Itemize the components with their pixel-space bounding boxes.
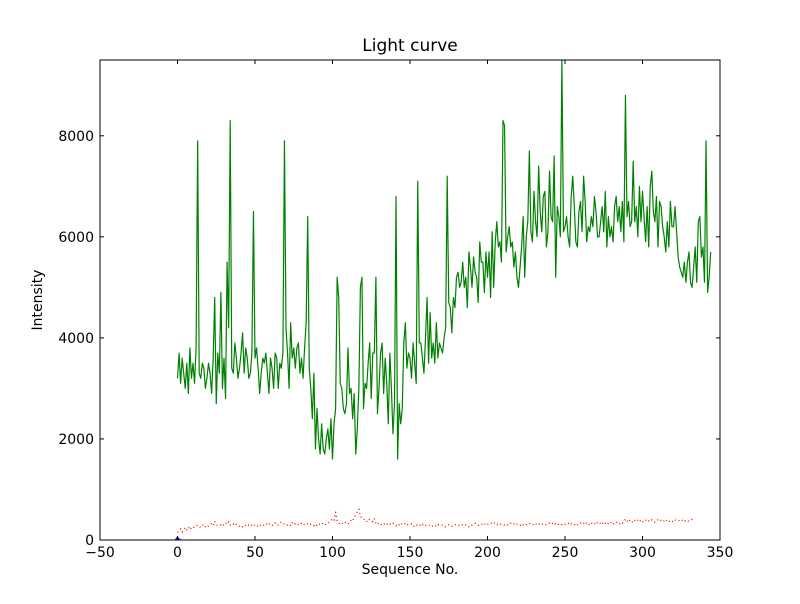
y-tick-label: 0 (85, 533, 94, 549)
x-tick-label: −50 (85, 545, 115, 561)
plot-frame (99, 59, 721, 541)
y-tick-label: 4000 (58, 331, 94, 347)
background-series-line (177, 508, 695, 533)
y-axis-label: Intensity (30, 269, 46, 331)
x-tick-label: 50 (246, 545, 264, 561)
x-tick-label: 300 (629, 545, 656, 561)
x-tick-label: 0 (173, 545, 182, 561)
x-tick-label: 350 (707, 545, 734, 561)
x-axis-label: Sequence No. (361, 562, 459, 578)
x-tick-label: 100 (319, 545, 346, 561)
chart-title: Light curve (362, 36, 458, 56)
x-tick-label: 200 (474, 545, 501, 561)
intensity-series-line (176, 60, 712, 460)
y-tick-label: 8000 (58, 129, 94, 145)
x-tick-label: 250 (552, 545, 579, 561)
x-tick-label: 150 (397, 545, 424, 561)
y-tick-label: 2000 (58, 432, 94, 448)
y-tick-label: 6000 (58, 230, 94, 246)
